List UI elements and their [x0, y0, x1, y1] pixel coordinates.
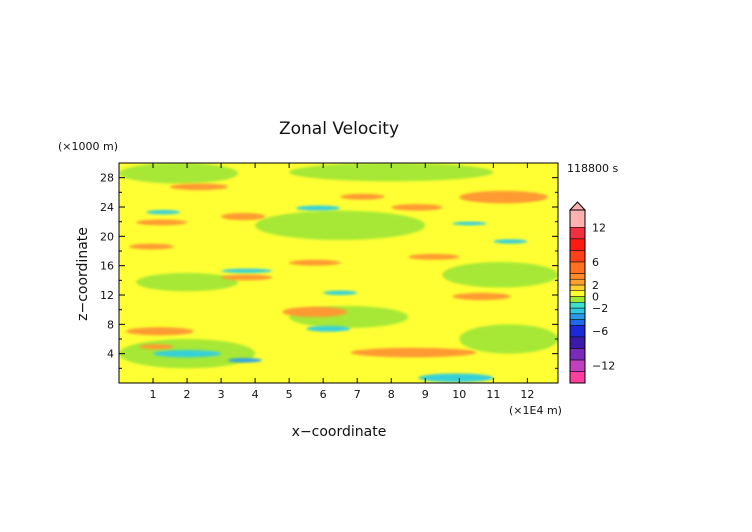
velocity-region-weak_negative: [119, 163, 239, 184]
velocity-region-strong_negative: [227, 358, 262, 363]
x-axis-label: x−coordinate: [292, 424, 387, 440]
velocity-region-weak_negative: [255, 210, 426, 240]
y-tick-label: 12: [100, 289, 114, 302]
velocity-region-negative: [221, 268, 273, 273]
velocity-region-positive: [340, 193, 385, 200]
colorbar-level: [569, 278, 586, 286]
colorbar-tick-label: −6: [592, 325, 608, 338]
x-tick-label: 8: [388, 388, 395, 401]
x-tick-label: 10: [452, 388, 466, 401]
velocity-region-weak_negative: [442, 262, 558, 288]
velocity-region-weak_negative: [459, 324, 558, 354]
colorbar-top-arrow: [568, 201, 587, 211]
velocity-region-negative: [323, 290, 358, 295]
x-tick-label: 1: [150, 388, 157, 401]
chart-title: Zonal Velocity: [279, 119, 399, 139]
x-tick-label: 2: [184, 388, 191, 401]
velocity-region-positive: [391, 204, 443, 211]
y-axis: 4 8 12 16 20 24 28: [100, 172, 558, 369]
colorbar-tick-label: 12: [592, 221, 606, 234]
y-unit-label: (×1000 m): [58, 140, 118, 153]
time-label: 118800 s: [567, 162, 618, 175]
velocity-region-positive: [125, 327, 194, 336]
velocity-region-positive: [459, 190, 548, 204]
velocity-region-positive: [350, 347, 477, 358]
y-tick-label: 16: [100, 260, 114, 273]
colorbar-level: [569, 307, 586, 315]
colorbar-level: [569, 227, 586, 240]
x-tick-label: 9: [422, 388, 429, 401]
x-tick-label: 7: [354, 388, 361, 401]
x-tick-label: 3: [218, 388, 225, 401]
velocity-region-positive: [408, 253, 460, 260]
x-tick-label: 4: [252, 388, 259, 401]
y-tick-label: 24: [100, 201, 114, 214]
colorbar-level: [569, 250, 586, 263]
colorbar-level: [569, 319, 586, 326]
velocity-region-positive: [452, 292, 511, 301]
colorbar-tick-label: 6: [592, 256, 599, 269]
y-tick-label: 8: [107, 318, 114, 331]
colorbar-level: [569, 325, 586, 338]
velocity-region-positive: [170, 183, 228, 191]
colorbar: 12 6 20−2 −6 −12: [568, 201, 615, 384]
velocity-region-negative: [146, 209, 181, 215]
colorbar-tick-label: 2: [592, 279, 599, 292]
colorbar-level: [569, 371, 586, 384]
x-tick-label: 12: [520, 388, 534, 401]
colorbar-tick-label: 0: [592, 291, 599, 304]
velocity-region-weak_negative: [289, 163, 494, 182]
velocity-region-weak_negative: [136, 273, 239, 292]
x-tick-label: 11: [486, 388, 500, 401]
velocity-region-positive: [221, 274, 273, 281]
y-tick-label: 20: [100, 230, 114, 243]
colorbar-level: [569, 296, 586, 303]
colorbar-frame: [569, 209, 586, 384]
colorbar-level: [569, 273, 586, 280]
colorbar-level: [569, 238, 586, 251]
velocity-region-positive: [136, 219, 188, 226]
x-tick-label: 5: [286, 388, 293, 401]
x-unit-label: (×1E4 m): [509, 404, 562, 417]
velocity-region-positive: [289, 259, 341, 266]
y-tick-label: 28: [100, 172, 114, 185]
velocity-region-negative: [452, 221, 487, 226]
colorbar-level: [569, 359, 586, 372]
colorbar-level: [569, 290, 586, 297]
y-axis-label: z−coordinate: [75, 227, 91, 321]
colorbar-level: [569, 302, 586, 309]
velocity-region-negative: [493, 239, 528, 244]
colorbar-level: [569, 313, 586, 320]
velocity-region-negative: [295, 205, 341, 211]
colorbar-level: [569, 261, 586, 274]
velocity-region-negative: [418, 373, 494, 383]
plot-frame: [118, 162, 559, 384]
velocity-region-positive: [221, 212, 266, 221]
velocity-region-positive: [129, 243, 174, 250]
x-axis: 1 2 3 4 5 6 7 8 9 10 11 12: [150, 163, 534, 401]
velocity-region-negative: [306, 325, 351, 332]
colorbar-level: [569, 336, 586, 349]
x-tick-label: 6: [320, 388, 327, 401]
colorbar-level: [569, 284, 586, 291]
colorbar-level: [569, 209, 586, 228]
velocity-region-positive: [282, 306, 348, 317]
velocity-region-negative: [153, 350, 222, 358]
velocity-region-positive: [139, 344, 174, 350]
y-tick-label: 4: [107, 348, 114, 361]
colorbar-tick-label: −2: [592, 302, 608, 315]
plot-area: [119, 163, 558, 383]
colorbar-level: [569, 348, 586, 361]
colorbar-tick-label: −12: [592, 360, 615, 373]
